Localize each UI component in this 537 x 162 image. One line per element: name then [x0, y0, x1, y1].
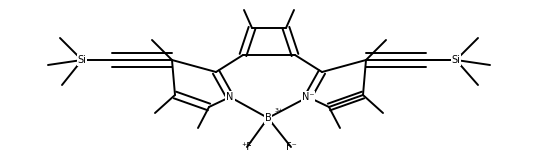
- Text: Si: Si: [77, 55, 86, 65]
- Text: B: B: [265, 113, 271, 123]
- Text: N⁻: N⁻: [302, 92, 314, 102]
- Text: F⁻: F⁻: [286, 142, 296, 152]
- Text: Si: Si: [452, 55, 460, 65]
- Text: Si: Si: [77, 55, 86, 65]
- Text: 3+: 3+: [275, 108, 284, 113]
- Text: ⁺F: ⁺F: [242, 142, 252, 152]
- Text: N: N: [226, 92, 234, 102]
- Text: N: N: [226, 92, 234, 102]
- Text: N⁻: N⁻: [302, 92, 314, 102]
- Text: Si: Si: [452, 55, 460, 65]
- Text: B: B: [265, 113, 271, 123]
